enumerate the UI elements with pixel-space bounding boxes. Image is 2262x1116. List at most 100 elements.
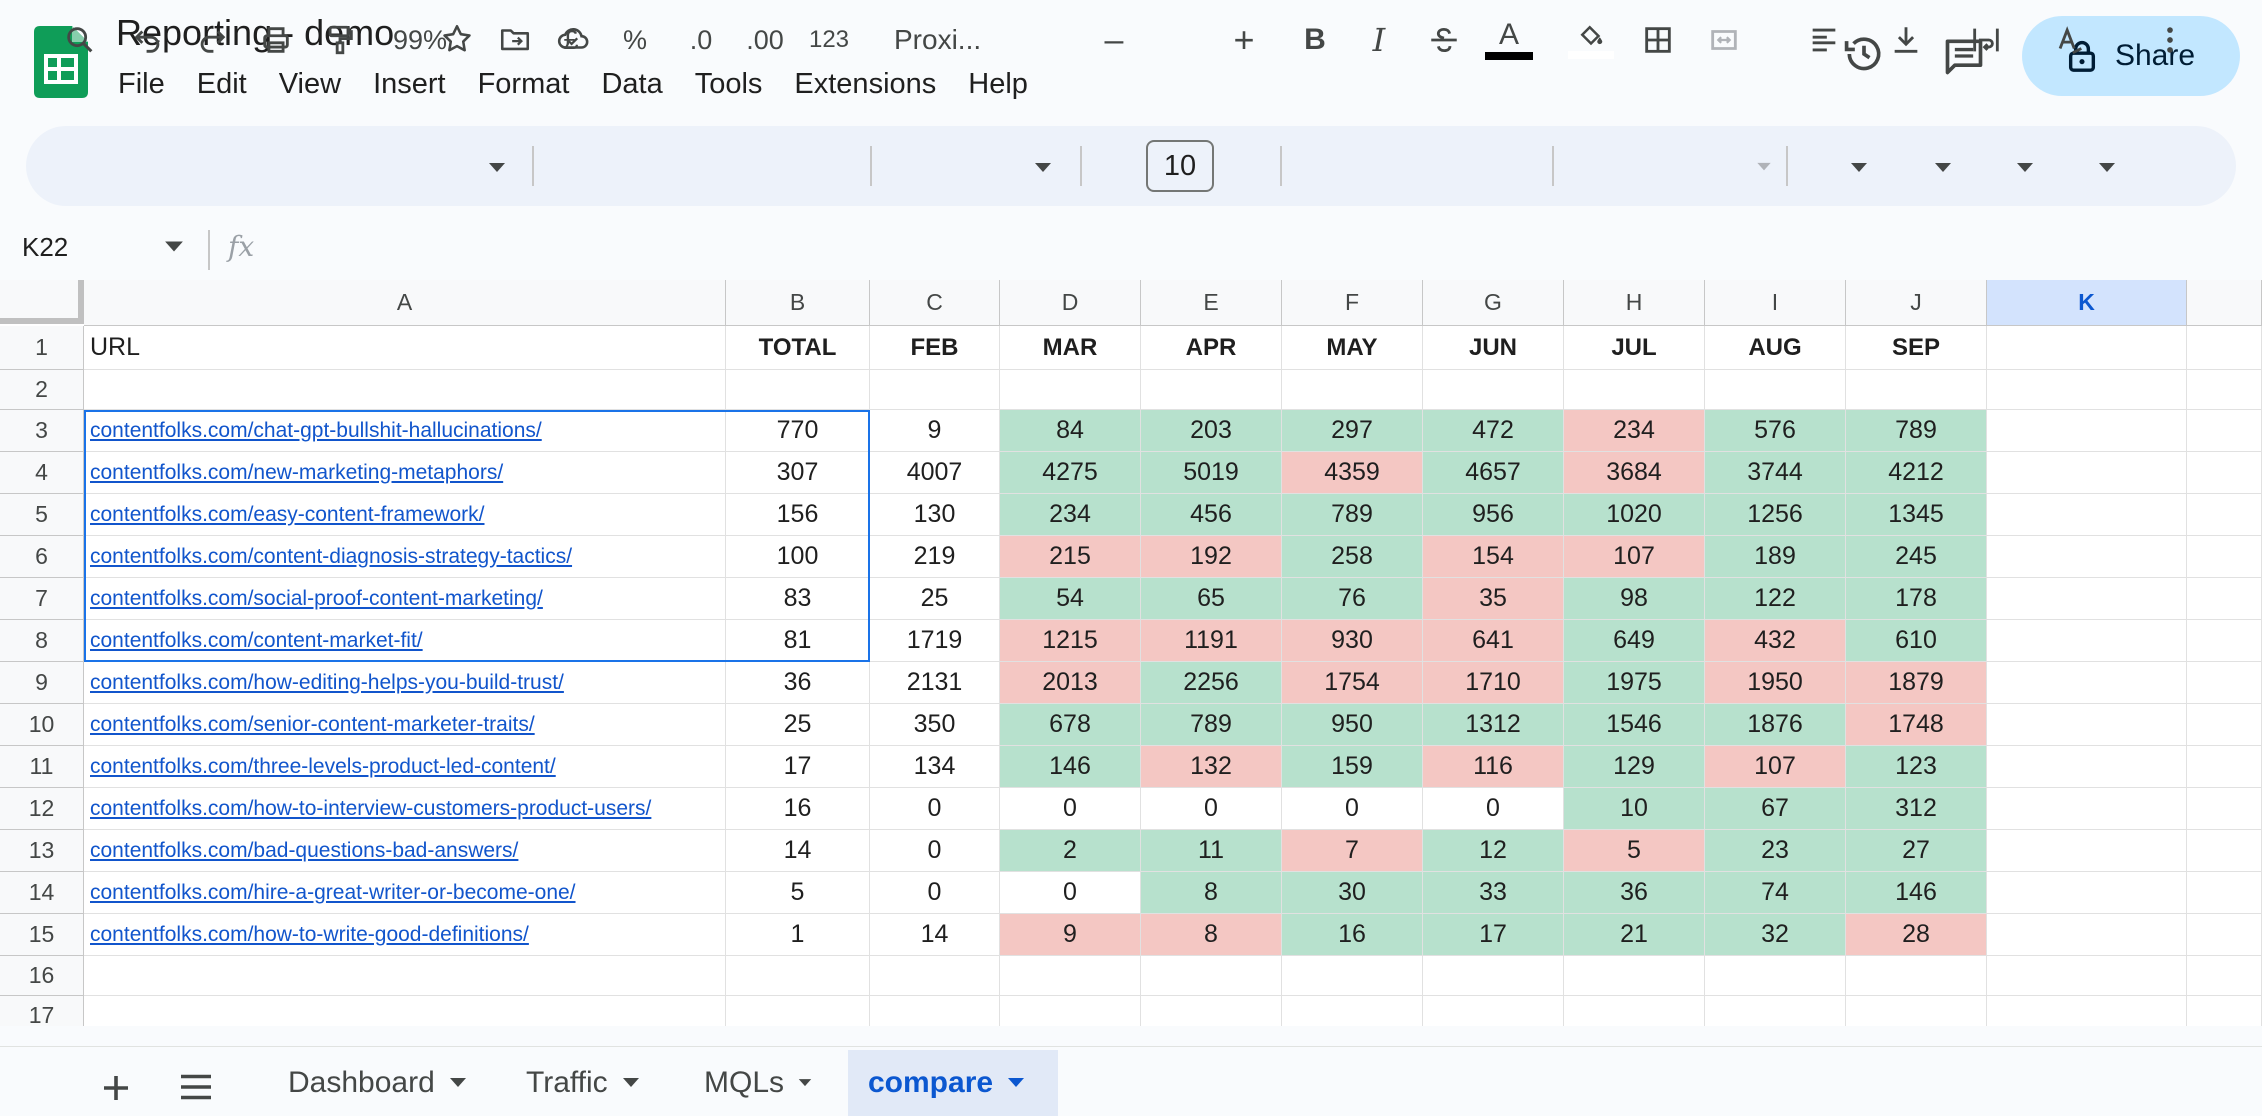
empty-cell[interactable] <box>2187 704 2262 746</box>
total-cell[interactable]: 17 <box>726 746 870 788</box>
empty-cell[interactable] <box>2187 536 2262 578</box>
month-cell[interactable]: 258 <box>1282 536 1423 578</box>
cloud-saved-icon[interactable] <box>556 22 590 56</box>
menu-data[interactable]: Data <box>601 68 663 100</box>
row-header-15[interactable]: 15 <box>0 914 84 956</box>
month-cell[interactable]: 3744 <box>1705 452 1846 494</box>
star-icon[interactable] <box>440 22 474 56</box>
month-cell[interactable]: 649 <box>1564 620 1705 662</box>
column-header-c[interactable]: C <box>870 280 1000 326</box>
select-all-corner[interactable] <box>0 280 84 324</box>
month-cell[interactable]: 234 <box>1564 410 1705 452</box>
empty-cell[interactable] <box>1987 326 2187 370</box>
column-header-g[interactable]: G <box>1423 280 1564 326</box>
row-header-7[interactable]: 7 <box>0 578 84 620</box>
menu-tools[interactable]: Tools <box>694 68 763 100</box>
empty-cell[interactable] <box>1000 996 1141 1026</box>
column-header-e[interactable]: E <box>1141 280 1282 326</box>
month-cell[interactable]: 76 <box>1282 578 1423 620</box>
url-link[interactable]: contentfolks.com/content-diagnosis-strat… <box>84 536 726 578</box>
empty-cell[interactable] <box>1987 788 2187 830</box>
month-cell[interactable]: 0 <box>870 872 1000 914</box>
print-button[interactable] <box>254 0 298 80</box>
empty-cell[interactable] <box>1987 914 2187 956</box>
empty-cell[interactable] <box>1987 494 2187 536</box>
month-cell[interactable]: 21 <box>1564 914 1705 956</box>
month-cell[interactable]: 1256 <box>1705 494 1846 536</box>
sheet-tab-mqls[interactable]: MQLs <box>684 1050 832 1116</box>
empty-cell[interactable] <box>84 370 726 410</box>
month-cell[interactable]: 1710 <box>1423 662 1564 704</box>
month-cell[interactable]: 1876 <box>1705 704 1846 746</box>
empty-cell[interactable] <box>2187 746 2262 788</box>
month-cell[interactable]: 9 <box>870 410 1000 452</box>
menu-edit[interactable]: Edit <box>196 68 247 100</box>
month-cell[interactable]: 4657 <box>1423 452 1564 494</box>
month-cell[interactable]: 65 <box>1141 578 1282 620</box>
row-header-14[interactable]: 14 <box>0 872 84 914</box>
empty-cell[interactable] <box>2187 996 2262 1026</box>
menu-insert[interactable]: Insert <box>373 68 446 100</box>
font-dropdown-icon[interactable] <box>1034 162 1052 174</box>
row-header-9[interactable]: 9 <box>0 662 84 704</box>
sheet-tab-compare[interactable]: compare <box>848 1050 1058 1116</box>
fill-color-button[interactable] <box>1568 0 1614 80</box>
month-cell[interactable]: 610 <box>1846 620 1987 662</box>
redo-button[interactable] <box>190 0 234 80</box>
month-cell[interactable]: 1020 <box>1564 494 1705 536</box>
month-cell[interactable]: 33 <box>1423 872 1564 914</box>
month-cell[interactable]: 789 <box>1282 494 1423 536</box>
month-cell[interactable]: 159 <box>1282 746 1423 788</box>
empty-cell[interactable] <box>1705 370 1846 410</box>
row-header-8[interactable]: 8 <box>0 620 84 662</box>
decrease-font-size-button[interactable]: – <box>1104 20 1124 59</box>
name-box-dropdown-icon[interactable] <box>164 240 184 254</box>
header-cell-jun[interactable]: JUN <box>1423 326 1564 370</box>
total-cell[interactable]: 156 <box>726 494 870 536</box>
month-cell[interactable]: 7 <box>1282 830 1423 872</box>
empty-cell[interactable] <box>84 956 726 996</box>
empty-cell[interactable] <box>1987 410 2187 452</box>
empty-cell[interactable] <box>1423 996 1564 1026</box>
month-cell[interactable]: 312 <box>1846 788 1987 830</box>
empty-cell[interactable] <box>1141 370 1282 410</box>
chevron-down-icon[interactable] <box>798 1077 812 1089</box>
month-cell[interactable]: 154 <box>1423 536 1564 578</box>
text-color-button[interactable]: A <box>1484 0 1534 80</box>
month-cell[interactable]: 789 <box>1846 410 1987 452</box>
column-header-j[interactable]: J <box>1846 280 1987 326</box>
row-header-3[interactable]: 3 <box>0 410 84 452</box>
month-cell[interactable]: 0 <box>1282 788 1423 830</box>
month-cell[interactable]: 27 <box>1846 830 1987 872</box>
month-cell[interactable]: 678 <box>1000 704 1141 746</box>
empty-cell[interactable] <box>1282 370 1423 410</box>
header-cell-may[interactable]: MAY <box>1282 326 1423 370</box>
menu-help[interactable]: Help <box>968 68 1028 100</box>
empty-cell[interactable] <box>1423 370 1564 410</box>
header-cell-sep[interactable]: SEP <box>1846 326 1987 370</box>
zoom-select[interactable]: 99% <box>392 24 448 55</box>
month-cell[interactable]: 23 <box>1705 830 1846 872</box>
month-cell[interactable]: 1975 <box>1564 662 1705 704</box>
month-cell[interactable]: 67 <box>1705 788 1846 830</box>
empty-cell[interactable] <box>1564 370 1705 410</box>
empty-cell[interactable] <box>1282 996 1423 1026</box>
url-link[interactable]: contentfolks.com/how-to-write-good-defin… <box>84 914 726 956</box>
row-header-17[interactable]: 17 <box>0 996 84 1026</box>
empty-cell[interactable] <box>1987 704 2187 746</box>
month-cell[interactable]: 1950 <box>1705 662 1846 704</box>
url-link[interactable]: contentfolks.com/bad-questions-bad-answe… <box>84 830 726 872</box>
row-header-4[interactable]: 4 <box>0 452 84 494</box>
month-cell[interactable]: 1748 <box>1846 704 1987 746</box>
column-header-k[interactable]: K <box>1987 280 2187 326</box>
menu-file[interactable]: File <box>118 68 165 100</box>
empty-cell[interactable] <box>1987 872 2187 914</box>
align-dropdown-icon[interactable] <box>1850 162 1868 174</box>
month-cell[interactable]: 2 <box>1000 830 1141 872</box>
total-cell[interactable]: 5 <box>726 872 870 914</box>
month-cell[interactable]: 234 <box>1000 494 1141 536</box>
month-cell[interactable]: 122 <box>1705 578 1846 620</box>
row-header-13[interactable]: 13 <box>0 830 84 872</box>
empty-cell[interactable] <box>1000 370 1141 410</box>
total-cell[interactable]: 14 <box>726 830 870 872</box>
